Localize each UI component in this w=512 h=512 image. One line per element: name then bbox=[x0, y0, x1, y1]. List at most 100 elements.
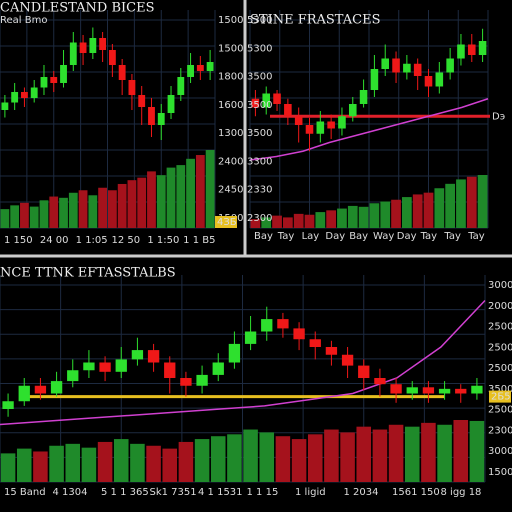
volume-bar bbox=[391, 199, 401, 228]
volume-bar bbox=[195, 155, 205, 228]
time-label: Bay bbox=[254, 231, 273, 242]
time-label: Tay bbox=[277, 231, 295, 242]
candle-body bbox=[294, 116, 303, 125]
candle-body bbox=[325, 347, 338, 355]
volume-bar bbox=[166, 167, 176, 228]
volume-bar bbox=[315, 212, 326, 228]
volume-bar bbox=[282, 217, 293, 228]
axis-label: 1600 bbox=[218, 100, 243, 111]
candle-body bbox=[1, 102, 9, 110]
candle-body bbox=[131, 350, 144, 360]
volume-bar bbox=[59, 197, 68, 228]
candle-body bbox=[261, 319, 273, 332]
volume-bar bbox=[81, 447, 97, 482]
volume-bar bbox=[337, 208, 347, 228]
volume-bar bbox=[97, 441, 113, 482]
axis-label: 3500 bbox=[488, 384, 512, 395]
volume-bar bbox=[304, 214, 315, 228]
time-label: Tay bbox=[443, 231, 461, 242]
candle-body bbox=[338, 116, 346, 129]
volume-bar bbox=[194, 439, 210, 482]
candle-body bbox=[251, 98, 260, 108]
axis-label: 1800 bbox=[218, 72, 243, 83]
time-label: 1 ligid bbox=[295, 487, 326, 498]
volume-bar bbox=[356, 426, 372, 482]
volume-bar bbox=[456, 179, 466, 228]
volume-bar bbox=[259, 432, 275, 482]
candle-body bbox=[67, 370, 79, 382]
time-label: 15 Band bbox=[4, 487, 46, 498]
volume-bar bbox=[33, 451, 48, 482]
axis-label: 2300 bbox=[488, 425, 512, 436]
candle-body bbox=[206, 62, 214, 71]
candle-body bbox=[2, 401, 14, 409]
volume-bar bbox=[68, 192, 78, 228]
axis-label: 2450 bbox=[218, 185, 243, 196]
volume-bar bbox=[293, 213, 304, 228]
volume-bar bbox=[250, 219, 261, 228]
volume-bar bbox=[404, 426, 420, 482]
axis-label: 2400 bbox=[218, 156, 243, 167]
candle-body bbox=[390, 384, 402, 394]
volume-bar bbox=[469, 420, 485, 482]
axis-label: 1500 bbox=[218, 43, 243, 54]
volume-bar bbox=[477, 175, 488, 228]
badge-label: 4ЗБ bbox=[217, 217, 237, 228]
volume-bar bbox=[326, 210, 337, 228]
candle-body bbox=[99, 38, 107, 50]
time-label: 4 1 1531 bbox=[198, 487, 243, 498]
panel-subtitle: Real Bmo bbox=[0, 15, 47, 26]
candle-body bbox=[309, 339, 321, 347]
volume-bar bbox=[307, 434, 323, 482]
axis-label: 3500 bbox=[247, 100, 272, 111]
candle-body bbox=[359, 90, 368, 104]
volume-bar bbox=[176, 165, 186, 228]
candle-body bbox=[69, 42, 77, 65]
badge-label: 2Б5 bbox=[491, 392, 511, 403]
candle-body bbox=[424, 76, 433, 87]
volume-bar bbox=[113, 439, 129, 482]
candle-body bbox=[341, 354, 354, 366]
candle-body bbox=[374, 378, 386, 385]
volume-bar bbox=[146, 445, 161, 482]
axis-label: 5300 bbox=[247, 43, 272, 54]
volume-bar bbox=[156, 175, 166, 228]
axis-label: 1500 bbox=[488, 467, 512, 478]
volume-bar bbox=[445, 183, 456, 228]
candle-body bbox=[305, 125, 314, 134]
candle-body bbox=[21, 92, 28, 98]
candle-body bbox=[435, 72, 444, 87]
volume-bar bbox=[205, 150, 215, 228]
volume-bar bbox=[401, 197, 412, 228]
volume-bar bbox=[388, 424, 404, 482]
volume-bar bbox=[29, 206, 39, 228]
axis-label: 2500 bbox=[488, 322, 512, 333]
time-label: 1 1 B5 bbox=[183, 235, 215, 246]
candle-body bbox=[403, 63, 411, 73]
candle-body bbox=[348, 104, 357, 117]
volume-bar bbox=[107, 190, 117, 228]
candle-body bbox=[108, 50, 116, 65]
volume-bar bbox=[369, 203, 380, 228]
time-label: 4 1304 bbox=[53, 487, 88, 498]
volume-bar bbox=[412, 194, 423, 228]
volume-bar bbox=[137, 177, 147, 228]
candle-body bbox=[147, 350, 160, 363]
badge-label: Dэ bbox=[492, 111, 505, 122]
candle-body bbox=[34, 385, 47, 394]
candle-body bbox=[413, 63, 422, 76]
candle-body bbox=[467, 44, 476, 55]
candle-body bbox=[358, 365, 370, 378]
volume-bar bbox=[49, 196, 59, 228]
candle-body bbox=[228, 343, 241, 363]
time-label: Bay bbox=[349, 231, 368, 242]
candle-body bbox=[293, 328, 305, 340]
volume-bar bbox=[186, 158, 195, 228]
candle-body bbox=[273, 93, 281, 104]
volume-bar bbox=[65, 443, 81, 482]
moving-average bbox=[0, 299, 486, 426]
volume-bar bbox=[261, 217, 272, 228]
time-label: Day bbox=[397, 231, 417, 242]
candle-body bbox=[446, 58, 454, 73]
